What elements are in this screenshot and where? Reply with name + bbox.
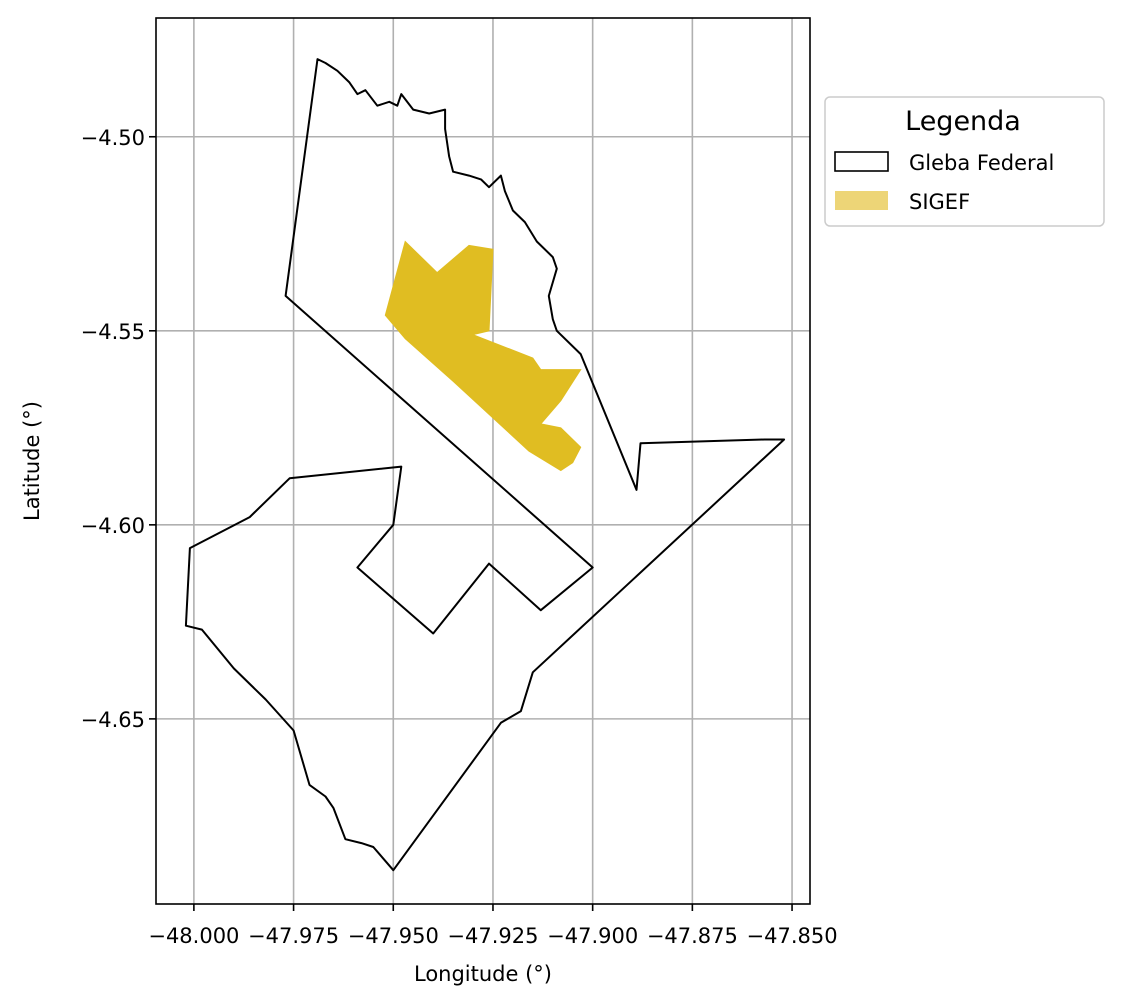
y-axis-label: Latitude (°): [20, 401, 44, 521]
gleba-federal-polygon: [184, 58, 786, 872]
plot-area: −48.000 −47.975 −47.950 −47.925 −47.900 −47.8…: [81, 17, 838, 948]
x-tick-label: −47.950: [348, 924, 439, 948]
y-tick-label: −4.55: [81, 320, 145, 344]
legend: Legenda Gleba Federal SIGEF: [824, 96, 1105, 227]
legend-swatch-gleba-federal: [834, 151, 889, 172]
sigef-polygon: [384, 240, 582, 472]
axes-background: [156, 18, 810, 904]
gridlines: [156, 18, 810, 904]
y-tick-label: −4.50: [81, 126, 145, 150]
legend-frame: [824, 96, 1105, 227]
y-tick-label: −4.65: [81, 708, 145, 732]
axes-frame: [155, 17, 811, 905]
x-tick-label: −47.900: [547, 924, 638, 948]
legend-label-sigef: SIGEF: [909, 190, 970, 214]
legend-label-gleba-federal: Gleba Federal: [909, 151, 1054, 175]
map-layers: [184, 58, 786, 872]
x-axis-ticks: −48.000 −47.975 −47.950 −47.925 −47.900 −47.8…: [148, 904, 838, 948]
x-tick-label: −47.875: [647, 924, 738, 948]
x-tick-label: −47.975: [248, 924, 339, 948]
legend-swatch-sigef: [835, 191, 888, 210]
x-axis-label: Longitude (°): [414, 962, 552, 986]
x-tick-label: −47.925: [447, 924, 538, 948]
x-tick-label: −48.000: [148, 924, 239, 948]
legend-title: Legenda: [905, 106, 1021, 137]
x-tick-label: −47.850: [747, 924, 838, 948]
y-axis-ticks: −4.50 −4.55 −4.60 −4.65: [81, 126, 156, 732]
y-tick-label: −4.60: [81, 514, 145, 538]
